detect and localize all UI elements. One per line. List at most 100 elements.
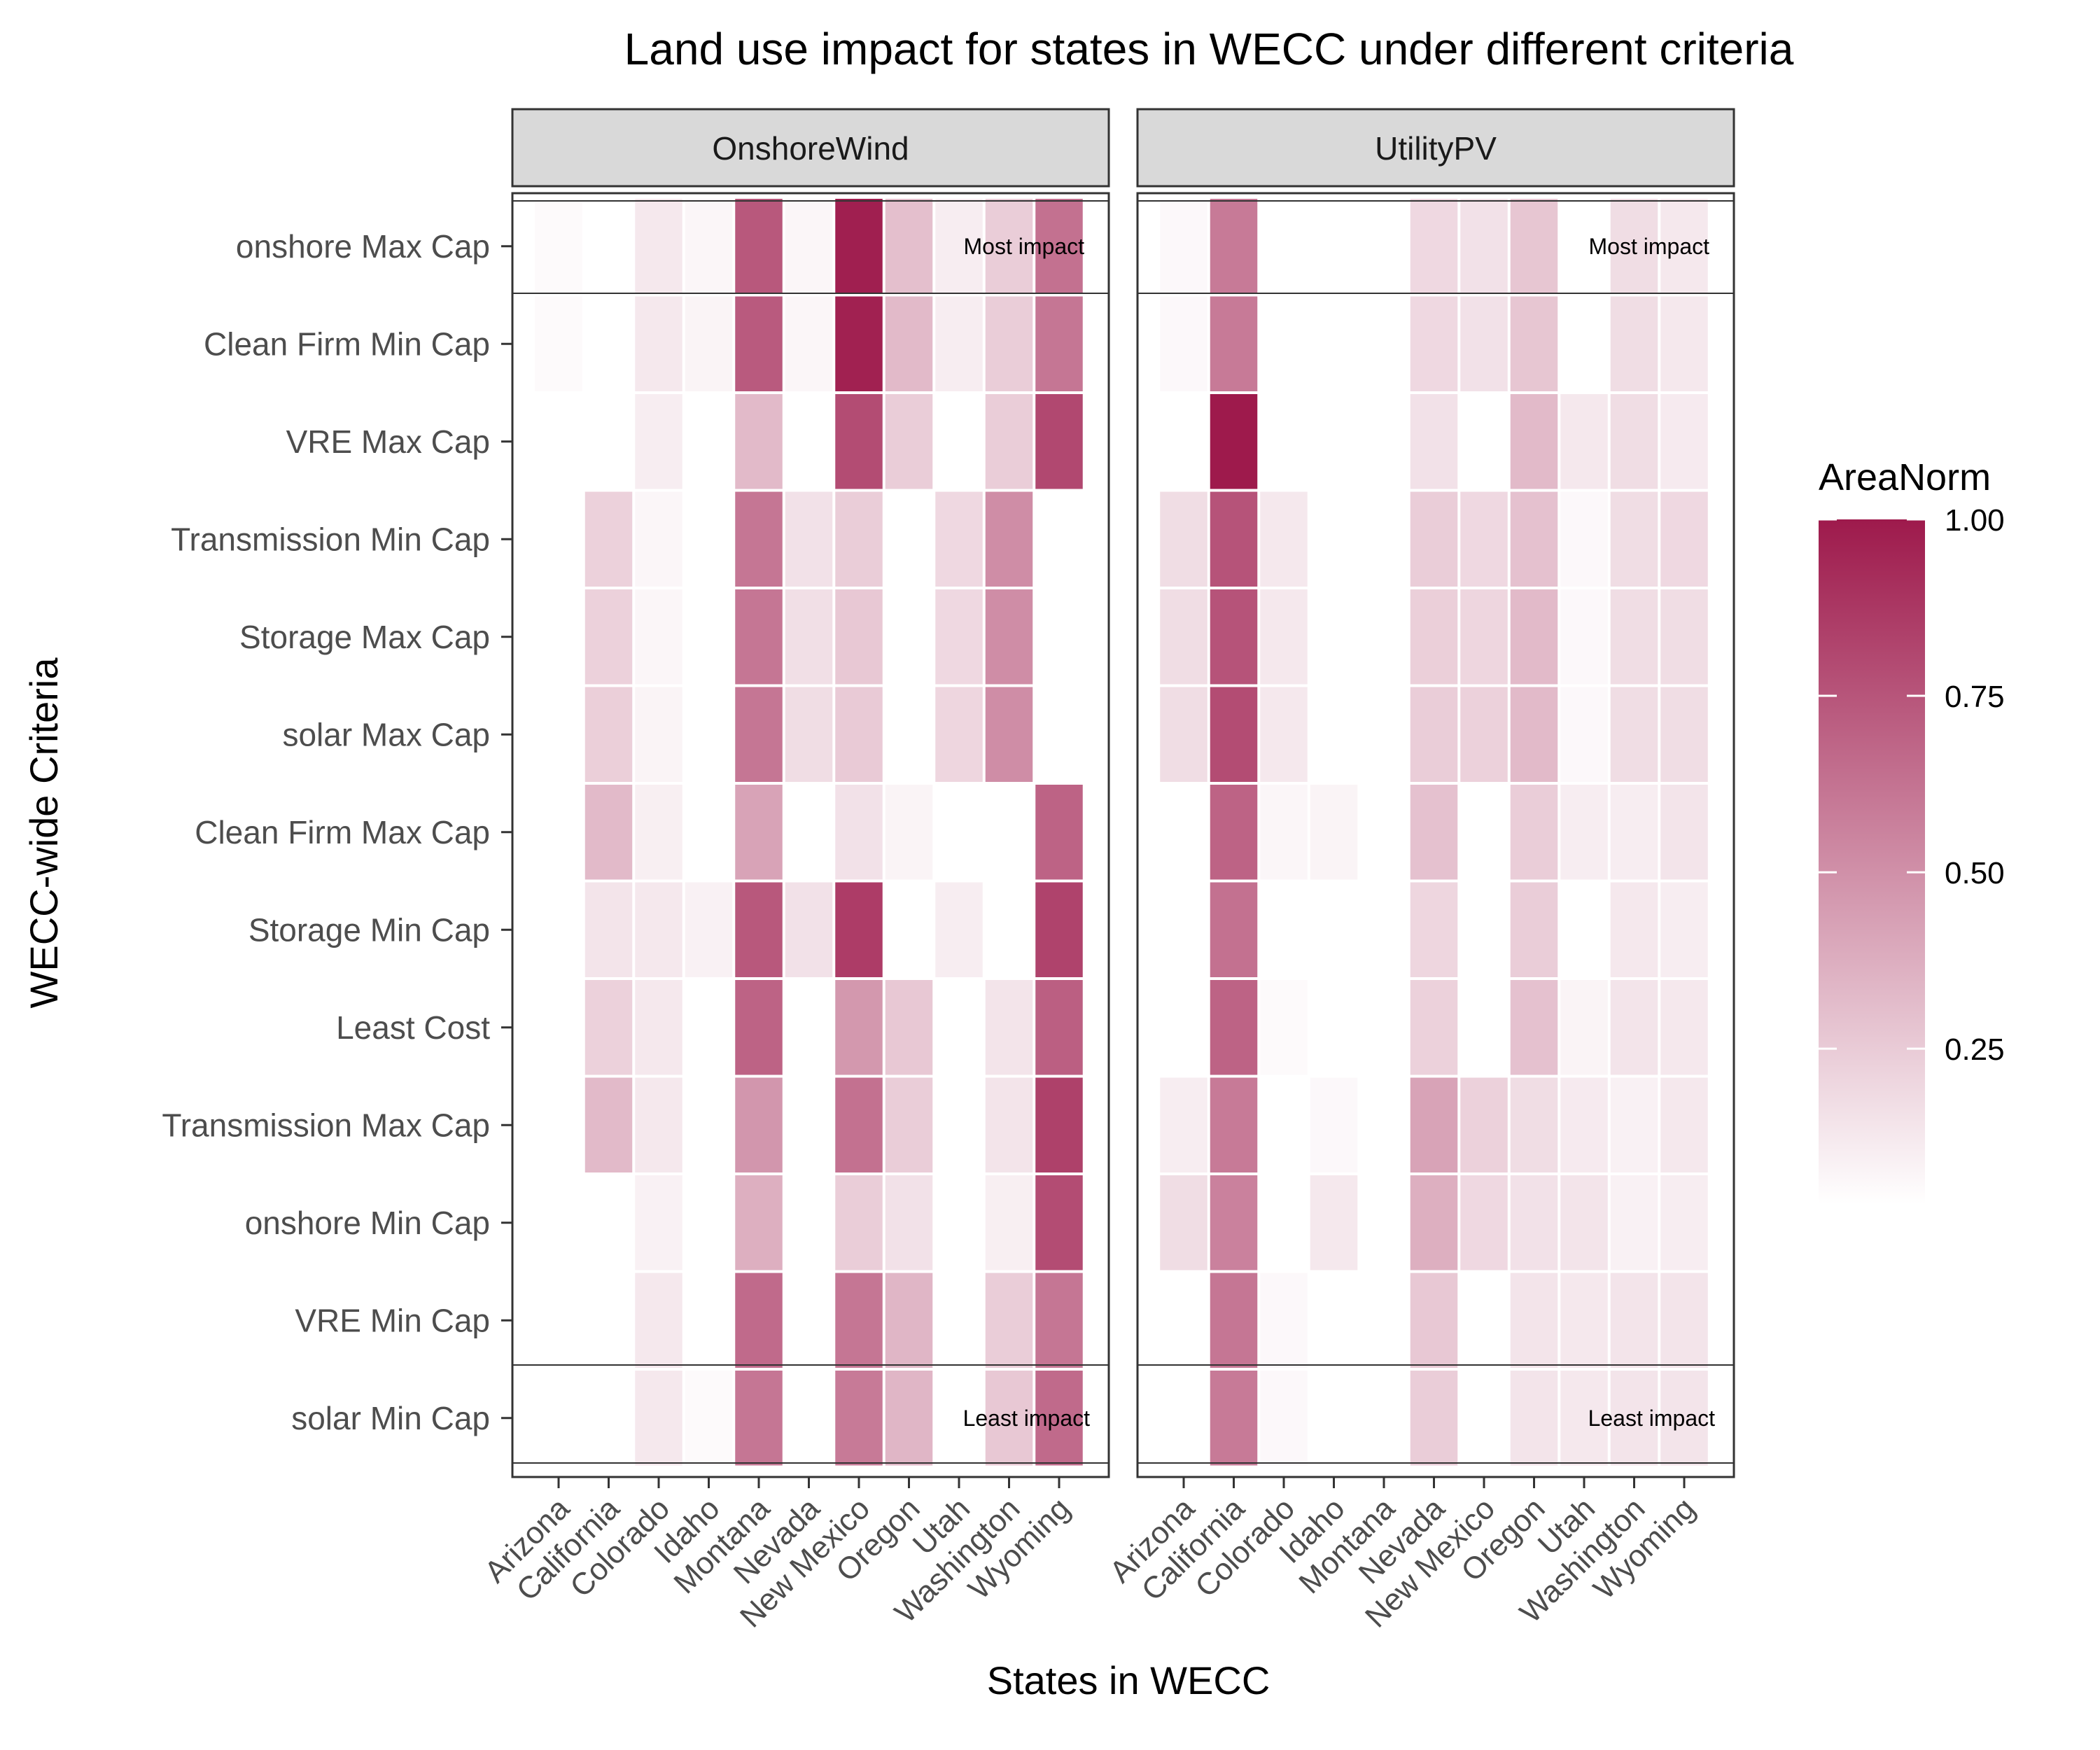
heatmap-tile (1510, 199, 1558, 294)
heatmap-tile (1210, 980, 1258, 1075)
heatmap-tile (885, 491, 933, 587)
heatmap-tile (935, 687, 983, 782)
heatmap-tile (1360, 491, 1408, 587)
legend-title: AreaNorm (1819, 456, 1991, 498)
heatmap-tile (1160, 882, 1208, 977)
heatmap-tile (584, 491, 633, 587)
heatmap-tile (1035, 882, 1083, 977)
heatmap-tile (584, 1175, 633, 1270)
heatmap-tile (785, 980, 833, 1075)
heatmap-tile (935, 785, 983, 880)
heatmap-tile (735, 296, 783, 391)
heatmap-tile (785, 296, 833, 391)
heatmap-tile (535, 199, 582, 294)
heatmap-tile (1210, 687, 1258, 782)
heatmap-tile (835, 296, 883, 391)
heatmap-tile (835, 589, 883, 685)
heatmap-tile (1035, 394, 1083, 489)
heatmap-tile (685, 882, 733, 977)
heatmap-tile (785, 785, 833, 880)
heatmap-tile (1610, 687, 1658, 782)
heatmap-tile (1560, 199, 1608, 294)
heatmap-tile (1260, 491, 1308, 587)
heatmap-tile (1510, 394, 1558, 489)
heatmap-tile (1660, 882, 1708, 977)
heatmap-tile (835, 1273, 883, 1368)
heatmap-tile (1510, 1077, 1558, 1172)
heatmap-tile (535, 296, 582, 391)
heatmap-tile (835, 491, 883, 587)
heatmap-tile (1510, 1273, 1558, 1368)
heatmap-tile (584, 785, 633, 880)
heatmap-tile (584, 1371, 633, 1466)
heatmap-tile (635, 491, 682, 587)
heatmap-tile (1460, 199, 1508, 294)
heatmap-tile (985, 980, 1033, 1075)
annotation-least-impact: Least impact (963, 1406, 1091, 1431)
heatmap-tile (1610, 882, 1658, 977)
heatmap-tile (885, 296, 933, 391)
heatmap-tile (1610, 1371, 1658, 1466)
heatmap-tile (685, 687, 733, 782)
heatmap-tile (885, 589, 933, 685)
heatmap-tile (1360, 1371, 1408, 1466)
heatmap-tile (685, 980, 733, 1075)
heatmap-tile (635, 589, 682, 685)
heatmap-tile (735, 1273, 783, 1368)
heatmap-tile (1035, 199, 1083, 294)
heatmap-tile (1460, 589, 1508, 685)
y-tick-label: Storage Max Cap (239, 619, 490, 655)
heatmap-tile (1035, 1273, 1083, 1368)
heatmap-tile (935, 296, 983, 391)
heatmap-tile (835, 785, 883, 880)
heatmap-tile (1610, 199, 1658, 294)
heatmap-tile (1560, 394, 1608, 489)
panel-border (511, 192, 1110, 1478)
facet-strip-label: OnshoreWind (712, 130, 909, 167)
heatmap-tile (1360, 1273, 1408, 1368)
heatmap-tile (1460, 296, 1508, 391)
annotation-most-impact: Most impact (1589, 234, 1710, 259)
heatmap-tile (1035, 1175, 1083, 1270)
heatmap-tile (785, 589, 833, 685)
heatmap-tile (1460, 1175, 1508, 1270)
heatmap-tile (535, 1077, 582, 1172)
heatmap-tile (635, 980, 682, 1075)
heatmap-tile (1610, 589, 1658, 685)
heatmap-tile (735, 980, 783, 1075)
heatmap-tile (735, 1371, 783, 1466)
heatmap-tile (885, 394, 933, 489)
heatmap-tile (1160, 296, 1208, 391)
heatmap-tile (835, 199, 883, 294)
heatmap-tile (1260, 1371, 1308, 1466)
heatmap-tile (1410, 1273, 1458, 1368)
heatmap-tile (1210, 199, 1258, 294)
heatmap-tile (1360, 1077, 1408, 1172)
y-tick-label: Clean Firm Min Cap (204, 326, 490, 362)
heatmap-tile (1210, 1371, 1258, 1466)
heatmap-tile (985, 394, 1033, 489)
y-tick-label: VRE Max Cap (286, 424, 490, 460)
heatmap-tile (584, 296, 633, 391)
heatmap-tile (785, 687, 833, 782)
heatmap-tile (584, 1273, 633, 1368)
heatmap-tile (935, 1175, 983, 1270)
heatmap-tile (1510, 785, 1558, 880)
heatmap-tile (1160, 1077, 1208, 1172)
heatmap-tile (535, 785, 582, 880)
heatmap-tile (835, 687, 883, 782)
y-axis: onshore Max Cap Clean Firm Min Cap VRE Max… (162, 228, 512, 1436)
heatmap-tile (1660, 589, 1708, 685)
heatmap-tile (1310, 687, 1358, 782)
heatmap-tile (584, 687, 633, 782)
legend-colorbar (1819, 519, 1925, 1204)
heatmap-tile (985, 1273, 1033, 1368)
heatmap-tile (1660, 491, 1708, 587)
heatmap-tile (584, 199, 633, 294)
heatmap-tile (1210, 785, 1258, 880)
heatmap-tile (1560, 1371, 1608, 1466)
heatmap-tile (1560, 1273, 1608, 1368)
heatmap-tile (685, 394, 733, 489)
